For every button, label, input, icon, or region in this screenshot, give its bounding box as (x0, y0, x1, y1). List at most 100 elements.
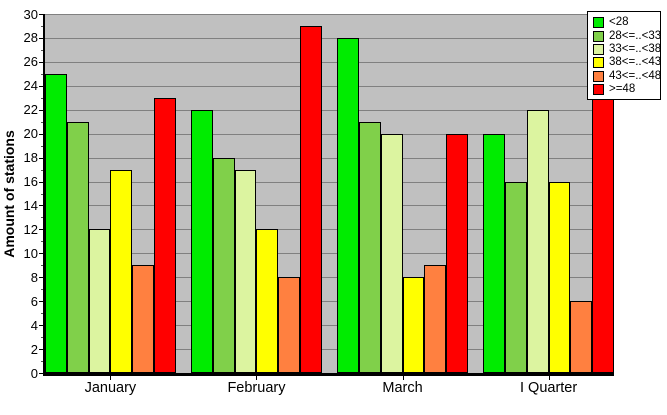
y-tick-label: 20 (23, 126, 38, 142)
y-tick-label: 2 (30, 341, 38, 357)
y-tick-label: 4 (30, 317, 38, 333)
y-axis-minor-tick (41, 289, 43, 291)
y-tick-label: 22 (23, 102, 38, 118)
x-axis-label: March (382, 380, 423, 396)
y-axis-major-tick (39, 277, 43, 279)
y-tick-label: 16 (23, 174, 38, 190)
y-axis-major-tick (39, 229, 43, 231)
legend-label: 43<=..<48 (609, 69, 662, 82)
legend-item: 28<=..<33 (593, 29, 661, 42)
y-axis-major-tick (39, 325, 43, 327)
legend-label: 38<=..<43 (609, 56, 662, 69)
bar-january-s3 (110, 169, 133, 373)
x-axis-label: February (227, 380, 286, 396)
bar-february-s4 (278, 277, 301, 373)
x-axis-tick (402, 376, 404, 380)
bar-i-quarter-s5 (592, 73, 614, 373)
bar-i-quarter-s3 (548, 181, 571, 373)
gridline (45, 14, 614, 15)
y-axis-major-tick (39, 253, 43, 255)
y-axis-minor-tick (41, 145, 43, 147)
plot-area (43, 14, 614, 376)
y-axis-minor-tick (41, 169, 43, 171)
y-tick-label: 30 (23, 6, 38, 22)
legend-label: <28 (609, 16, 629, 29)
y-tick-label: 18 (23, 150, 38, 166)
gridline (45, 157, 614, 159)
y-axis-minor-tick (41, 97, 43, 99)
bar-i-quarter-s1 (505, 181, 527, 373)
legend-item: 33<=..<38 (593, 43, 661, 56)
y-tick-label: 0 (30, 365, 38, 381)
gridline (45, 109, 614, 111)
legend-item: >=48 (593, 83, 656, 96)
bar-february-s0 (191, 109, 213, 373)
gridline (45, 349, 614, 351)
x-axis-label: I Quarter (519, 380, 578, 396)
bar-i-quarter-s0 (483, 133, 505, 373)
gridline (45, 229, 614, 231)
legend-swatch (593, 84, 604, 96)
y-axis-minor-tick (41, 217, 43, 219)
bar-march-s4 (424, 265, 447, 373)
gridline (45, 301, 614, 303)
y-axis-minor-tick (41, 337, 43, 339)
y-axis-minor-tick (41, 241, 43, 243)
bar-i-quarter-s4 (570, 301, 593, 373)
x-axis-label: January (84, 380, 137, 396)
y-axis-major-tick (39, 37, 43, 39)
y-axis-major-tick (39, 205, 43, 207)
bar-february-s1 (212, 157, 235, 373)
gridline (45, 61, 614, 63)
y-axis-major-tick (39, 181, 43, 183)
bar-january-s1 (66, 121, 89, 373)
bar-march-s0 (337, 37, 359, 373)
legend-swatch (593, 43, 604, 55)
bar-march-s2 (380, 133, 403, 373)
bar-february-s3 (256, 229, 279, 373)
y-axis-minor-tick (41, 121, 43, 123)
bar-february-s5 (300, 25, 322, 373)
x-axis-tick (256, 376, 258, 380)
x-axis-tick (548, 376, 550, 380)
y-axis-major-tick (39, 157, 43, 159)
gridline (45, 325, 614, 327)
y-tick-label: 26 (23, 54, 38, 70)
legend-item: 43<=..<48 (593, 70, 661, 83)
bar-january-s2 (88, 229, 111, 373)
legend-label: >=48 (609, 83, 636, 96)
gridline (45, 37, 614, 39)
y-axis-major-tick (39, 301, 43, 303)
y-tick-label: 12 (23, 221, 38, 237)
y-tick-label: 24 (23, 78, 38, 94)
bar-january-s0 (45, 73, 67, 373)
y-axis-minor-tick (41, 73, 43, 75)
y-axis-major-tick (39, 85, 43, 87)
gridline (45, 253, 614, 255)
y-axis-minor-tick (41, 193, 43, 195)
gridline (45, 133, 614, 135)
bar-february-s2 (234, 169, 257, 373)
y-axis-minor-tick (41, 361, 43, 363)
y-tick-label: 8 (30, 269, 38, 285)
legend-label: 28<=..<33 (609, 29, 662, 42)
y-axis-major-tick (39, 61, 43, 63)
bar-march-s1 (358, 121, 381, 373)
legend-item: <28 (593, 16, 656, 29)
y-axis-minor-tick (41, 49, 43, 51)
y-axis-major-tick (39, 373, 43, 374)
gridline (45, 205, 614, 207)
y-axis-minor-tick (41, 25, 43, 27)
bar-january-s5 (154, 97, 176, 373)
legend-item: 38<=..<43 (593, 56, 661, 69)
legend-swatch (593, 30, 604, 42)
legend: <28 28<=..<33 33<=..<38 38<=..<43 43<=..<48 >… (587, 11, 661, 101)
x-axis-tick (110, 376, 112, 380)
y-axis-minor-tick (41, 313, 43, 315)
legend-swatch (593, 57, 604, 69)
legend-label: 33<=..<38 (609, 42, 662, 55)
bar-january-s4 (132, 265, 154, 373)
y-tick-label: 28 (23, 30, 38, 46)
y-axis-major-tick (39, 349, 43, 351)
y-tick-label: 6 (30, 293, 38, 309)
